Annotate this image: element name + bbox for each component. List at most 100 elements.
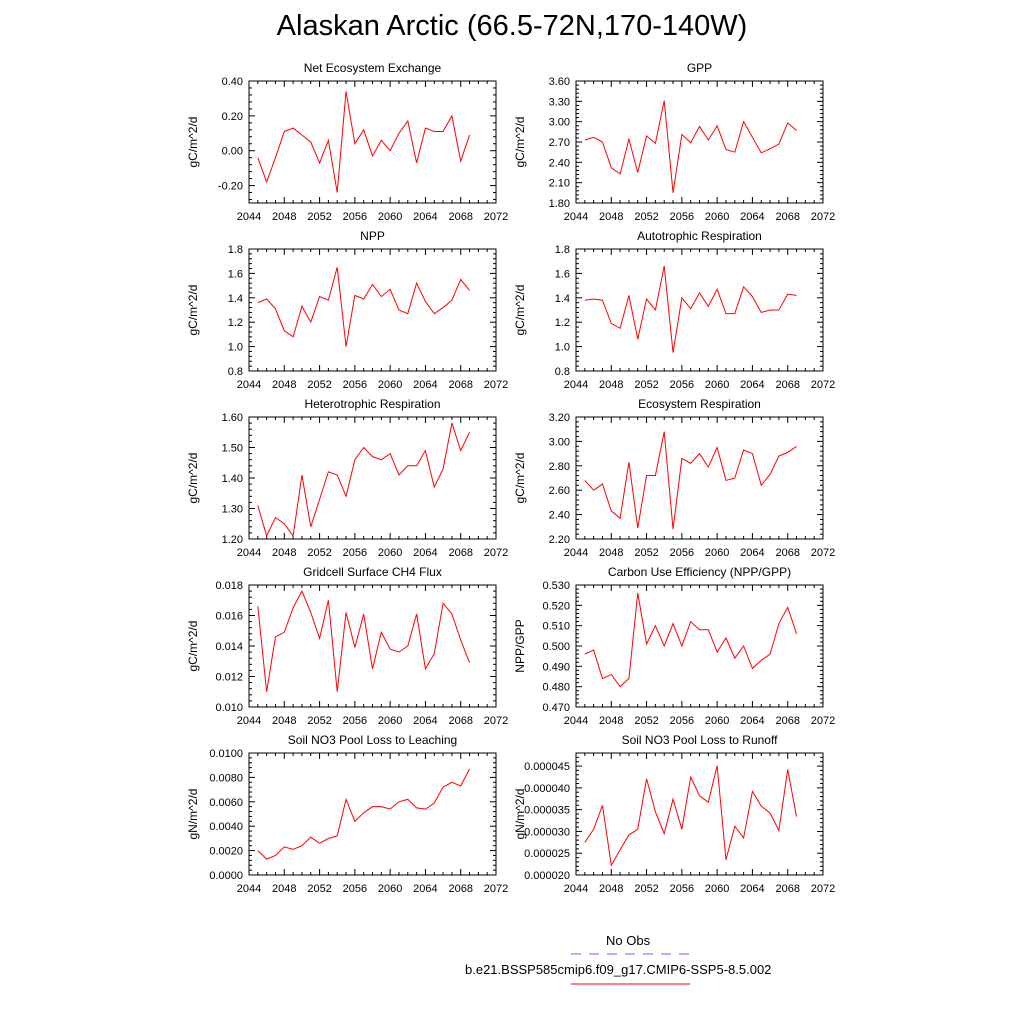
panel-title: Autotrophic Respiration bbox=[637, 229, 762, 243]
y-tick-label: 0.530 bbox=[542, 580, 570, 592]
x-tick-label: 2060 bbox=[378, 547, 402, 559]
y-tick-label: 0.0100 bbox=[209, 748, 243, 760]
y-tick-label: 0.0000 bbox=[209, 870, 243, 882]
x-tick-label: 2064 bbox=[413, 715, 437, 727]
y-tick-label: 2.40 bbox=[549, 510, 570, 522]
x-tick-label: 2060 bbox=[705, 547, 729, 559]
x-tick-label: 2064 bbox=[413, 211, 437, 223]
y-tick-label: 0.010 bbox=[215, 702, 243, 714]
x-tick-label: 2048 bbox=[272, 715, 296, 727]
x-tick-label: 2068 bbox=[448, 883, 472, 895]
y-tick-label: 0.016 bbox=[215, 611, 243, 623]
y-tick-label: 3.00 bbox=[549, 436, 570, 448]
y-tick-label: 1.60 bbox=[222, 412, 243, 424]
x-tick-label: 2052 bbox=[634, 547, 658, 559]
y-tick-label: 3.20 bbox=[549, 412, 570, 424]
x-tick-label: 2060 bbox=[378, 379, 402, 391]
x-tick-label: 2072 bbox=[484, 715, 508, 727]
y-tick-label: 0.000040 bbox=[524, 783, 570, 795]
x-tick-label: 2068 bbox=[448, 211, 472, 223]
panel-title: Gridcell Surface CH4 Flux bbox=[303, 565, 442, 579]
x-tick-label: 2052 bbox=[634, 379, 658, 391]
y-tick-label: 0.480 bbox=[542, 682, 570, 694]
y-tick-label: 1.2 bbox=[555, 317, 570, 329]
y-tick-label: 1.40 bbox=[222, 473, 243, 485]
x-tick-label: 2068 bbox=[775, 211, 799, 223]
y-tick-label: 0.520 bbox=[542, 600, 570, 612]
series-line-0 bbox=[584, 265, 797, 353]
panel-0: Net Ecosystem Exchange gC/m^2/d 2044 2048 20… bbox=[186, 61, 508, 223]
panel-title: Carbon Use Efficiency (NPP/GPP) bbox=[608, 565, 791, 579]
y-tick-label: -0.20 bbox=[218, 181, 243, 193]
y-tick-label: 1.4 bbox=[228, 293, 243, 305]
y-tick-label: 1.6 bbox=[555, 268, 570, 280]
panel-title: Heterotrophic Respiration bbox=[304, 397, 440, 411]
x-tick-label: 2048 bbox=[599, 547, 623, 559]
x-tick-label: 2044 bbox=[237, 883, 261, 895]
y-tick-label: 2.70 bbox=[549, 137, 570, 149]
series-line-0 bbox=[257, 91, 471, 193]
y-tick-label: 1.0 bbox=[228, 342, 243, 354]
y-tick-label: 1.80 bbox=[549, 198, 570, 210]
x-tick-label: 2060 bbox=[378, 883, 402, 895]
x-tick-label: 2072 bbox=[811, 211, 835, 223]
x-tick-label: 2072 bbox=[484, 379, 508, 391]
x-tick-label: 2068 bbox=[775, 715, 799, 727]
panel-title: Soil NO3 Pool Loss to Leaching bbox=[288, 733, 457, 747]
x-tick-label: 2056 bbox=[670, 883, 694, 895]
y-tick-label: 0.014 bbox=[215, 641, 243, 653]
x-tick-label: 2048 bbox=[599, 379, 623, 391]
x-tick-label: 2060 bbox=[705, 883, 729, 895]
y-tick-label: 0.000025 bbox=[524, 848, 570, 860]
y-tick-label: 1.8 bbox=[555, 244, 570, 256]
x-tick-label: 2064 bbox=[740, 883, 764, 895]
x-tick-label: 2056 bbox=[670, 715, 694, 727]
y-tick-label: 0.000045 bbox=[524, 761, 570, 773]
x-tick-label: 2048 bbox=[272, 883, 296, 895]
y-axis-label: gC/m^2/d bbox=[186, 285, 200, 336]
y-tick-label: 0.00 bbox=[222, 146, 243, 158]
panel-title: NPP bbox=[360, 229, 385, 243]
x-tick-label: 2044 bbox=[237, 211, 261, 223]
series-line-0 bbox=[584, 431, 797, 530]
x-tick-label: 2044 bbox=[564, 379, 588, 391]
x-tick-label: 2064 bbox=[740, 379, 764, 391]
x-tick-label: 2056 bbox=[343, 547, 367, 559]
y-tick-label: 0.0020 bbox=[209, 846, 243, 858]
x-tick-label: 2048 bbox=[272, 547, 296, 559]
y-tick-label: 3.00 bbox=[549, 117, 570, 129]
panel-9: Soil NO3 Pool Loss to Runoff gN/m^2/d 2044… bbox=[513, 733, 835, 895]
y-tick-label: 1.4 bbox=[555, 293, 570, 305]
panel-2: NPP gC/m^2/d 2044 2048 2052 2056 2060 2064 2068 2… bbox=[186, 229, 508, 391]
y-tick-label: 1.8 bbox=[228, 244, 243, 256]
x-tick-label: 2060 bbox=[705, 211, 729, 223]
series-line-0 bbox=[257, 422, 470, 538]
x-tick-label: 2060 bbox=[378, 715, 402, 727]
series-line-0 bbox=[257, 267, 470, 347]
y-tick-label: 0.490 bbox=[542, 661, 570, 673]
y-tick-label: 1.20 bbox=[222, 534, 243, 546]
x-tick-label: 2064 bbox=[740, 211, 764, 223]
series-line-0 bbox=[257, 589, 471, 692]
y-axis-label: gC/m^2/d bbox=[186, 621, 200, 672]
y-tick-label: 0.500 bbox=[542, 641, 570, 653]
x-tick-label: 2060 bbox=[705, 379, 729, 391]
y-tick-label: 0.000030 bbox=[524, 826, 570, 838]
x-tick-label: 2052 bbox=[307, 379, 331, 391]
x-tick-label: 2048 bbox=[599, 211, 623, 223]
x-tick-label: 2056 bbox=[343, 715, 367, 727]
x-tick-label: 2044 bbox=[237, 379, 261, 391]
x-tick-label: 2072 bbox=[811, 715, 835, 727]
y-tick-label: 0.510 bbox=[542, 621, 570, 633]
x-tick-label: 2072 bbox=[811, 379, 835, 391]
y-axis-label: gC/m^2/d bbox=[513, 285, 527, 336]
series-line-0 bbox=[584, 593, 798, 688]
x-tick-label: 2048 bbox=[272, 211, 296, 223]
y-axis-label: NPP/GPP bbox=[513, 619, 527, 672]
x-tick-label: 2052 bbox=[307, 211, 331, 223]
x-tick-label: 2068 bbox=[448, 547, 472, 559]
y-tick-label: 2.10 bbox=[549, 178, 570, 190]
y-tick-label: 0.40 bbox=[222, 76, 243, 88]
y-tick-label: 0.20 bbox=[222, 111, 243, 123]
